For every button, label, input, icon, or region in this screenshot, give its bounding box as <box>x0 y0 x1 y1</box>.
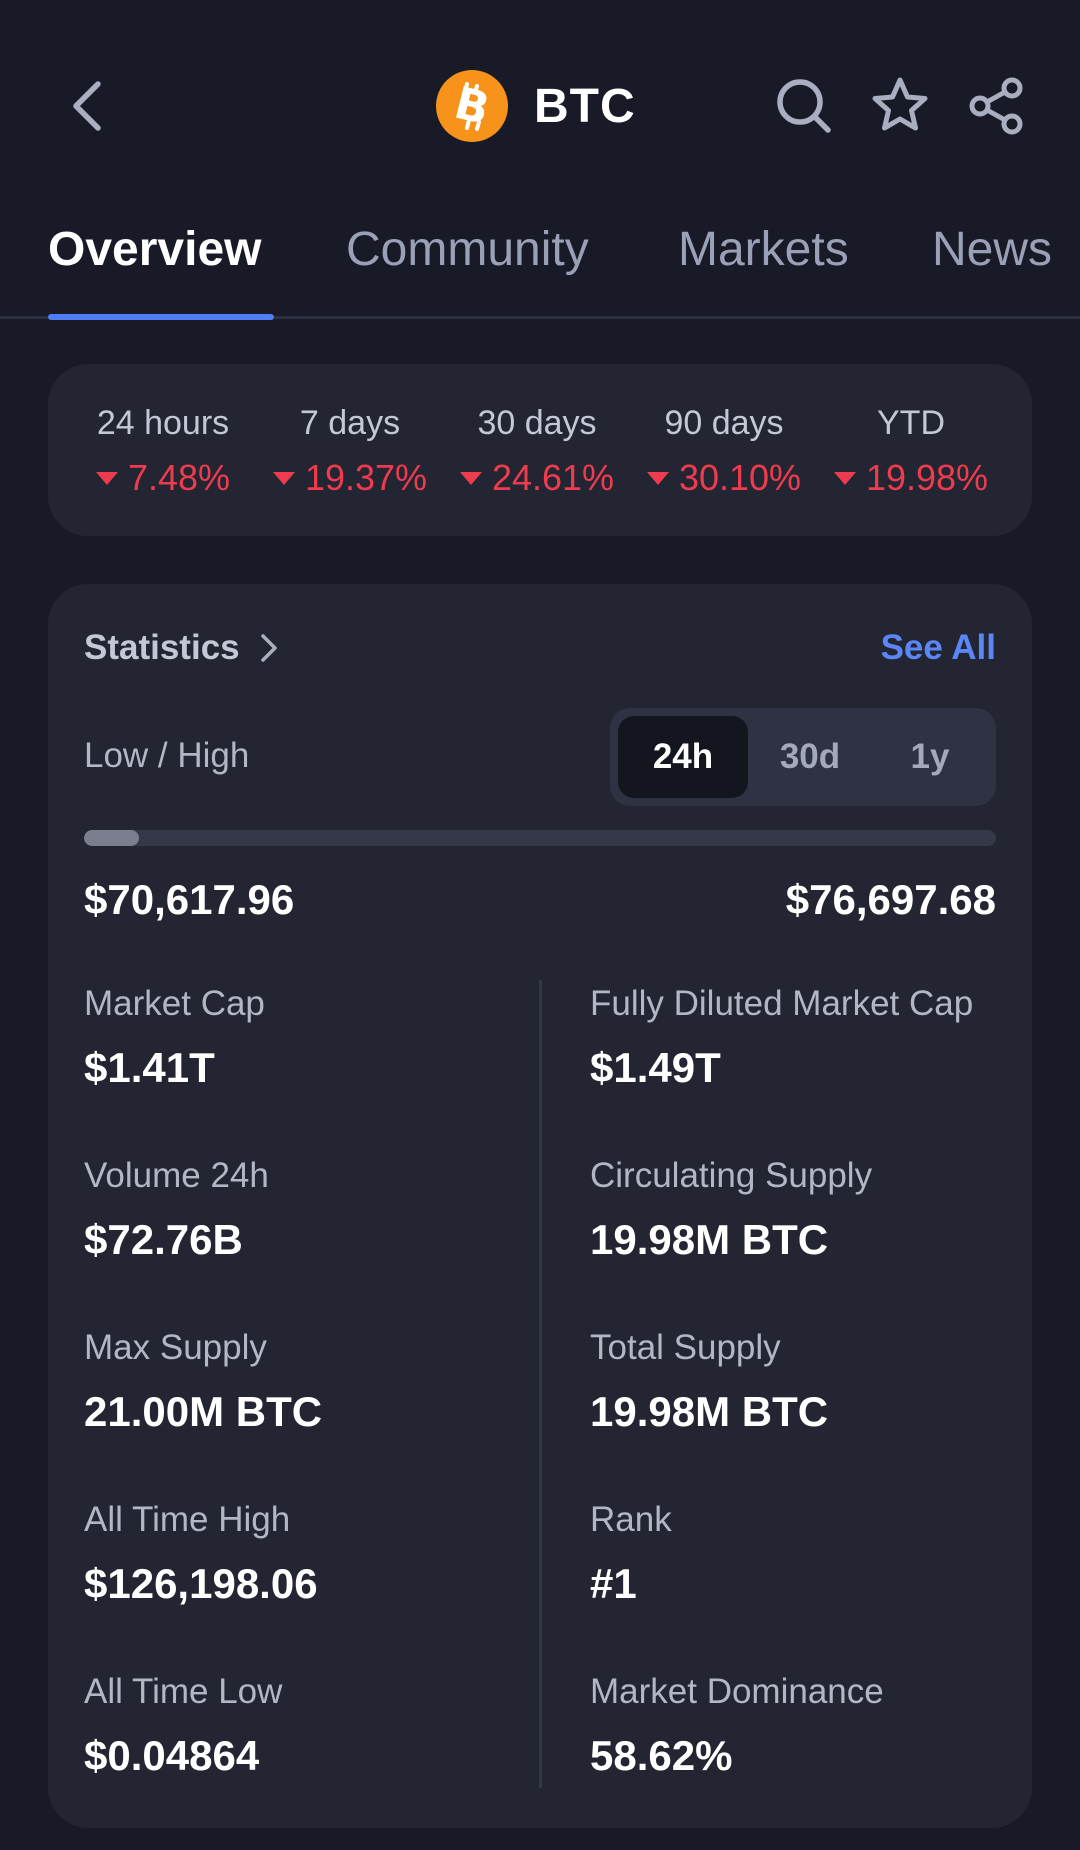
perf-value: 19.37% <box>304 457 428 498</box>
tab-news[interactable]: News <box>932 223 1053 276</box>
stat-label: Rank <box>590 1500 672 1539</box>
share-button[interactable] <box>964 74 1028 138</box>
search-icon <box>777 79 831 133</box>
stat-label: Market Cap <box>84 984 265 1023</box>
stat-value: 21.00M BTC <box>84 1388 323 1435</box>
stat-label: Circulating Supply <box>590 1156 873 1195</box>
statistics-card: Statistics See All Low / High 24h 30d 1y… <box>48 584 1032 1828</box>
price-change-card: 24 hours 7.48% 7 days 19.37% 30 days 24.… <box>48 364 1032 536</box>
stat-value: $0.04864 <box>84 1732 260 1779</box>
stat-max-supply: Max Supply 21.00M BTC <box>84 1328 322 1436</box>
stat-all-time-low: All Time Low $0.04864 <box>84 1672 282 1780</box>
perf-value: 7.48% <box>127 457 231 498</box>
perf-item-7d: 7 days 19.37% <box>255 404 445 499</box>
stat-all-time-high: All Time High $126,198.06 <box>84 1500 318 1608</box>
stat-label: Max Supply <box>84 1328 267 1367</box>
perf-label: 7 days <box>299 404 401 442</box>
tab-bar: Overview Community Markets News <box>0 210 1080 320</box>
stat-label: All Time Low <box>84 1672 283 1711</box>
tab-markets[interactable]: Markets <box>678 223 849 276</box>
low-high-label: Low / High <box>84 736 250 775</box>
perf-item-90d: 90 days 30.10% <box>629 404 819 499</box>
stat-rank: Rank #1 <box>590 1500 672 1608</box>
chevron-left-icon <box>73 81 101 131</box>
down-arrow-icon <box>459 471 482 485</box>
tab-community[interactable]: Community <box>346 223 589 276</box>
down-arrow-icon <box>646 471 669 485</box>
stat-value: $72.76B <box>84 1216 243 1263</box>
top-app-bar: B BTC <box>0 0 1080 210</box>
column-divider <box>539 980 542 1788</box>
search-button[interactable] <box>772 74 836 138</box>
perf-label: YTD <box>877 404 945 442</box>
bitcoin-logo-icon: B <box>436 70 508 142</box>
stat-circulating-supply: Circulating Supply 19.98M BTC <box>590 1156 872 1264</box>
chevron-right-icon <box>260 634 277 662</box>
range-bar-fill <box>84 830 139 846</box>
perf-value: 30.10% <box>678 457 802 498</box>
down-arrow-icon <box>272 471 295 485</box>
stat-label: Fully Diluted Market Cap <box>590 984 974 1023</box>
svg-text:B: B <box>450 81 494 131</box>
stat-value: $126,198.06 <box>84 1560 318 1607</box>
stat-label: Market Dominance <box>590 1672 884 1711</box>
perf-value: 19.98% <box>865 457 989 498</box>
stat-label: Volume 24h <box>84 1156 269 1195</box>
range-24h-button[interactable]: 24h <box>618 716 748 798</box>
down-arrow-icon <box>95 471 118 485</box>
perf-value: 24.61% <box>491 457 615 498</box>
statistics-title: Statistics <box>84 628 240 667</box>
range-30d-button[interactable]: 30d <box>779 737 841 776</box>
stat-value: 19.98M BTC <box>590 1216 829 1263</box>
perf-item-30d: 30 days 24.61% <box>442 404 632 499</box>
low-high-range-bar <box>84 830 996 846</box>
low-price-value: $70,617.96 <box>84 876 295 923</box>
perf-item-24h: 24 hours 7.48% <box>68 404 258 499</box>
coin-symbol-title: BTC <box>534 79 636 133</box>
stat-value: $1.41T <box>84 1044 215 1091</box>
coin-title-group: B BTC <box>436 70 636 142</box>
high-price-value: $76,697.68 <box>785 876 996 923</box>
stat-value: #1 <box>590 1560 637 1607</box>
stat-label: All Time High <box>84 1500 291 1539</box>
favorite-button[interactable] <box>868 74 932 138</box>
range-selector: 24h 30d 1y <box>610 708 996 806</box>
stat-market-dominance: Market Dominance 58.62% <box>590 1672 884 1780</box>
star-icon <box>872 77 928 131</box>
stat-value: $1.49T <box>590 1044 721 1091</box>
stat-value: 58.62% <box>590 1732 733 1779</box>
active-tab-indicator <box>48 314 274 320</box>
stat-label: Total Supply <box>590 1328 781 1367</box>
perf-label: 24 hours <box>96 404 230 442</box>
perf-item-ytd: YTD 19.98% <box>816 404 1006 499</box>
tab-bar-divider <box>0 316 1080 319</box>
range-1y-button[interactable]: 1y <box>910 737 950 776</box>
stat-market-cap: Market Cap $1.41T <box>84 984 265 1092</box>
back-button[interactable] <box>62 78 112 134</box>
see-all-link[interactable]: See All <box>880 628 996 667</box>
stat-fully-diluted-market-cap: Fully Diluted Market Cap $1.49T <box>590 984 973 1092</box>
perf-label: 90 days <box>664 404 784 442</box>
tab-overview[interactable]: Overview <box>48 223 262 276</box>
stat-volume-24h: Volume 24h $72.76B <box>84 1156 269 1264</box>
statistics-header[interactable]: Statistics <box>84 628 278 668</box>
stat-total-supply: Total Supply 19.98M BTC <box>590 1328 828 1436</box>
perf-label: 30 days <box>477 404 597 442</box>
share-icon <box>969 77 1023 135</box>
down-arrow-icon <box>833 471 856 485</box>
stat-value: 19.98M BTC <box>590 1388 829 1435</box>
